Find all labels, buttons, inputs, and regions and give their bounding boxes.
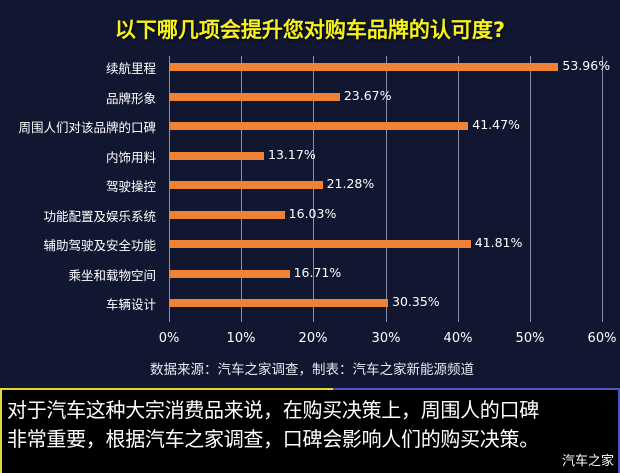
category-label: 辅助驾驶及安全功能 — [43, 238, 156, 253]
category-label: 续航里程 — [105, 61, 156, 76]
gridline-30 — [386, 56, 387, 322]
gridline-20 — [313, 56, 314, 322]
note-text: 对于汽车这种大宗消费品来说，在购买决策上，周围人的口碑 非常重要，根据汽车之家调… — [7, 396, 617, 454]
border-yellow — [0, 388, 333, 390]
category-label: 驾驶操控 — [105, 179, 156, 194]
note-box: 对于汽车这种大宗消费品来说，在购买决策上，周围人的口碑 非常重要，根据汽车之家调… — [0, 388, 620, 473]
bar-chart: 以下哪几项会提升您对购车品牌的认可度? 续航里程 53.96% 品牌形象 23.67%… — [18, 18, 617, 378]
value-label: 16.03% — [288, 205, 337, 221]
x-tick: 30% — [371, 331, 401, 346]
gridline-50 — [530, 56, 531, 322]
chart-title: 以下哪几项会提升您对购车品牌的认可度? — [114, 18, 506, 42]
border-blue — [333, 388, 620, 390]
gridline-60 — [602, 56, 603, 322]
value-label: 16.71% — [293, 264, 342, 280]
value-label: 30.35% — [392, 294, 440, 309]
watermark-logo: 汽车之家 — [561, 454, 614, 469]
category-label: 车辆设计 — [105, 297, 156, 312]
bar — [169, 63, 559, 71]
value-label: 23.67% — [343, 87, 392, 103]
x-tick: 20% — [298, 331, 328, 346]
bar — [169, 240, 471, 248]
bar — [169, 299, 389, 307]
category-label: 品牌形象 — [105, 90, 156, 106]
value-label: 13.17% — [268, 146, 316, 162]
x-tick: 60% — [587, 331, 617, 346]
category-label: 内饰用料 — [105, 149, 156, 165]
data-source-caption: 数据来源：汽车之家调查，制表：汽车之家新能源频道 — [150, 362, 474, 378]
value-label: 41.81% — [474, 235, 523, 250]
gridline-0 — [169, 56, 170, 322]
note-line-2: 非常重要，根据汽车之家调查，口碑会影响人们的购买决策。 — [7, 427, 539, 451]
border-left — [0, 388, 2, 473]
gridline-10 — [241, 56, 242, 322]
x-tick: 50% — [515, 331, 545, 346]
category-label: 乘坐和载物空间 — [68, 267, 156, 283]
bar — [169, 151, 265, 160]
value-label: 53.96% — [562, 58, 611, 73]
x-tick: 0% — [158, 331, 180, 346]
value-label: 21.28% — [326, 176, 375, 191]
x-tick: 40% — [443, 331, 473, 346]
value-label: 41.47% — [472, 117, 520, 132]
gridline-40 — [458, 56, 459, 322]
bar — [169, 269, 290, 278]
bar — [169, 122, 469, 130]
category-label: 功能配置及娱乐系统 — [43, 208, 156, 224]
border-right — [618, 388, 620, 473]
bar — [169, 181, 323, 189]
bar — [169, 92, 340, 101]
x-tick: 10% — [226, 331, 256, 346]
note-line-1: 对于汽车这种大宗消费品来说，在购买决策上，周围人的口碑 — [7, 398, 539, 422]
category-label: 周围人们对该品牌的口碑 — [18, 120, 156, 135]
bar — [169, 210, 285, 219]
